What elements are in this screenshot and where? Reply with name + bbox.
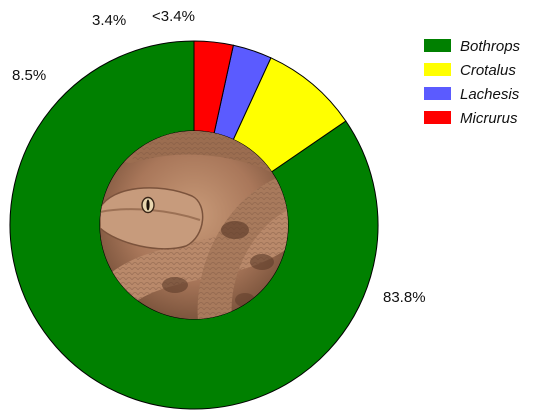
data-label-bothrops: 83.8%: [383, 289, 426, 306]
legend-swatch-crotalus: [424, 63, 451, 76]
legend-swatch-lachesis: [424, 87, 451, 100]
legend-swatch-bothrops: [424, 39, 451, 52]
slice-data-labels: 83.8% 8.5% 3.4% <3.4%: [12, 8, 426, 306]
snake-photo: [100, 131, 288, 319]
data-label-lachesis: 3.4%: [92, 12, 126, 29]
donut-slices: [9, 40, 379, 410]
legend-label-bothrops: Bothrops: [460, 38, 521, 55]
legend: Bothrops Crotalus Lachesis Micrurus: [424, 38, 521, 127]
legend-label-crotalus: Crotalus: [460, 62, 516, 79]
legend-label-micrurus: Micrurus: [460, 110, 518, 127]
legend-label-lachesis: Lachesis: [460, 86, 520, 103]
data-label-crotalus: 8.5%: [12, 67, 46, 84]
data-label-micrurus: <3.4%: [152, 8, 195, 25]
legend-swatch-micrurus: [424, 111, 451, 124]
